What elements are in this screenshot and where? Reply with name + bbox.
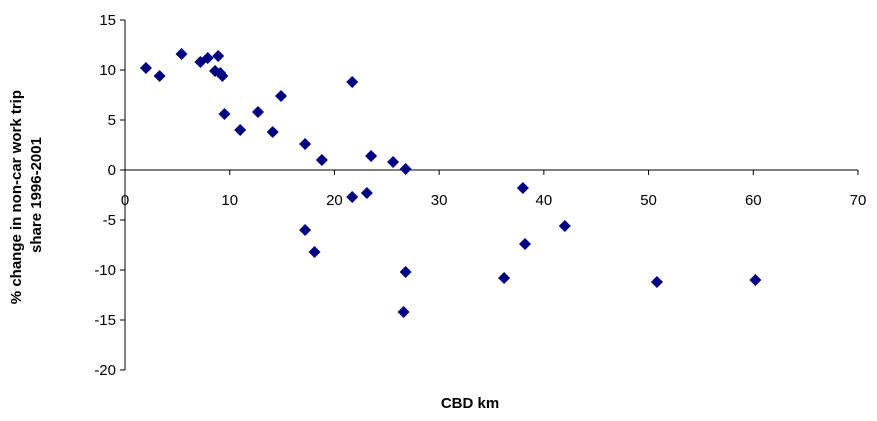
data-point-marker [251, 106, 264, 118]
axes [124, 20, 858, 370]
y-axis-title-line-1: % change in non-car work trip [8, 90, 25, 304]
data-point-marker [360, 187, 373, 199]
y-tick-label: 15 [99, 12, 116, 29]
data-point-marker [519, 238, 532, 250]
data-point-marker [308, 246, 321, 258]
x-tick-label: 70 [850, 192, 867, 209]
data-point-marker [201, 52, 214, 64]
x-tick-label: 0 [121, 192, 129, 209]
data-point-marker [139, 62, 152, 74]
x-tick-label: 50 [640, 192, 657, 209]
y-tick-label: -15 [94, 312, 116, 329]
data-point-marker [216, 70, 229, 82]
y-axis-title: % change in non-car work trip share 1996… [8, 86, 45, 304]
data-point-marker [399, 266, 412, 278]
data-point-marker [498, 272, 511, 284]
y-tick-label: -5 [103, 212, 116, 229]
x-tick-label: 60 [745, 192, 762, 209]
data-point-marker [218, 108, 231, 120]
data-point-marker [299, 224, 312, 236]
y-tick-label: 0 [108, 162, 116, 179]
data-point-marker [212, 50, 225, 62]
data-point-marker [175, 48, 188, 60]
data-point-marker [346, 76, 359, 88]
data-point-marker [299, 138, 312, 150]
data-point-marker [387, 156, 400, 168]
y-tick-label: -20 [94, 362, 116, 379]
x-tick-label: 40 [536, 192, 553, 209]
data-point-marker [749, 274, 762, 286]
data-point-marker [234, 124, 247, 136]
y-tick-label: 10 [99, 62, 116, 79]
y-tick-label: 5 [108, 112, 116, 129]
data-point-marker [397, 306, 410, 318]
y-tick-label: -10 [94, 262, 116, 279]
data-point-marker [516, 182, 529, 194]
data-point-marker [346, 191, 359, 203]
data-point-marker [266, 126, 279, 138]
data-point-marker [558, 220, 571, 232]
y-axis-title-line-2: share 1996-2001 [28, 137, 45, 253]
data-point-marker [399, 163, 412, 175]
x-tick-label: 10 [221, 192, 238, 209]
x-tick-label: 20 [326, 192, 343, 209]
axis-titles: % change in non-car work trip share 1996… [8, 86, 499, 412]
x-tick-label: 30 [431, 192, 448, 209]
data-point-marker [275, 90, 288, 102]
x-axis-title: CBD km [441, 395, 499, 412]
data-point-marker [365, 150, 378, 162]
data-point-marker [153, 70, 166, 82]
data-point-marker [315, 154, 328, 166]
data-point-marker [650, 276, 663, 288]
data-points [139, 48, 762, 318]
